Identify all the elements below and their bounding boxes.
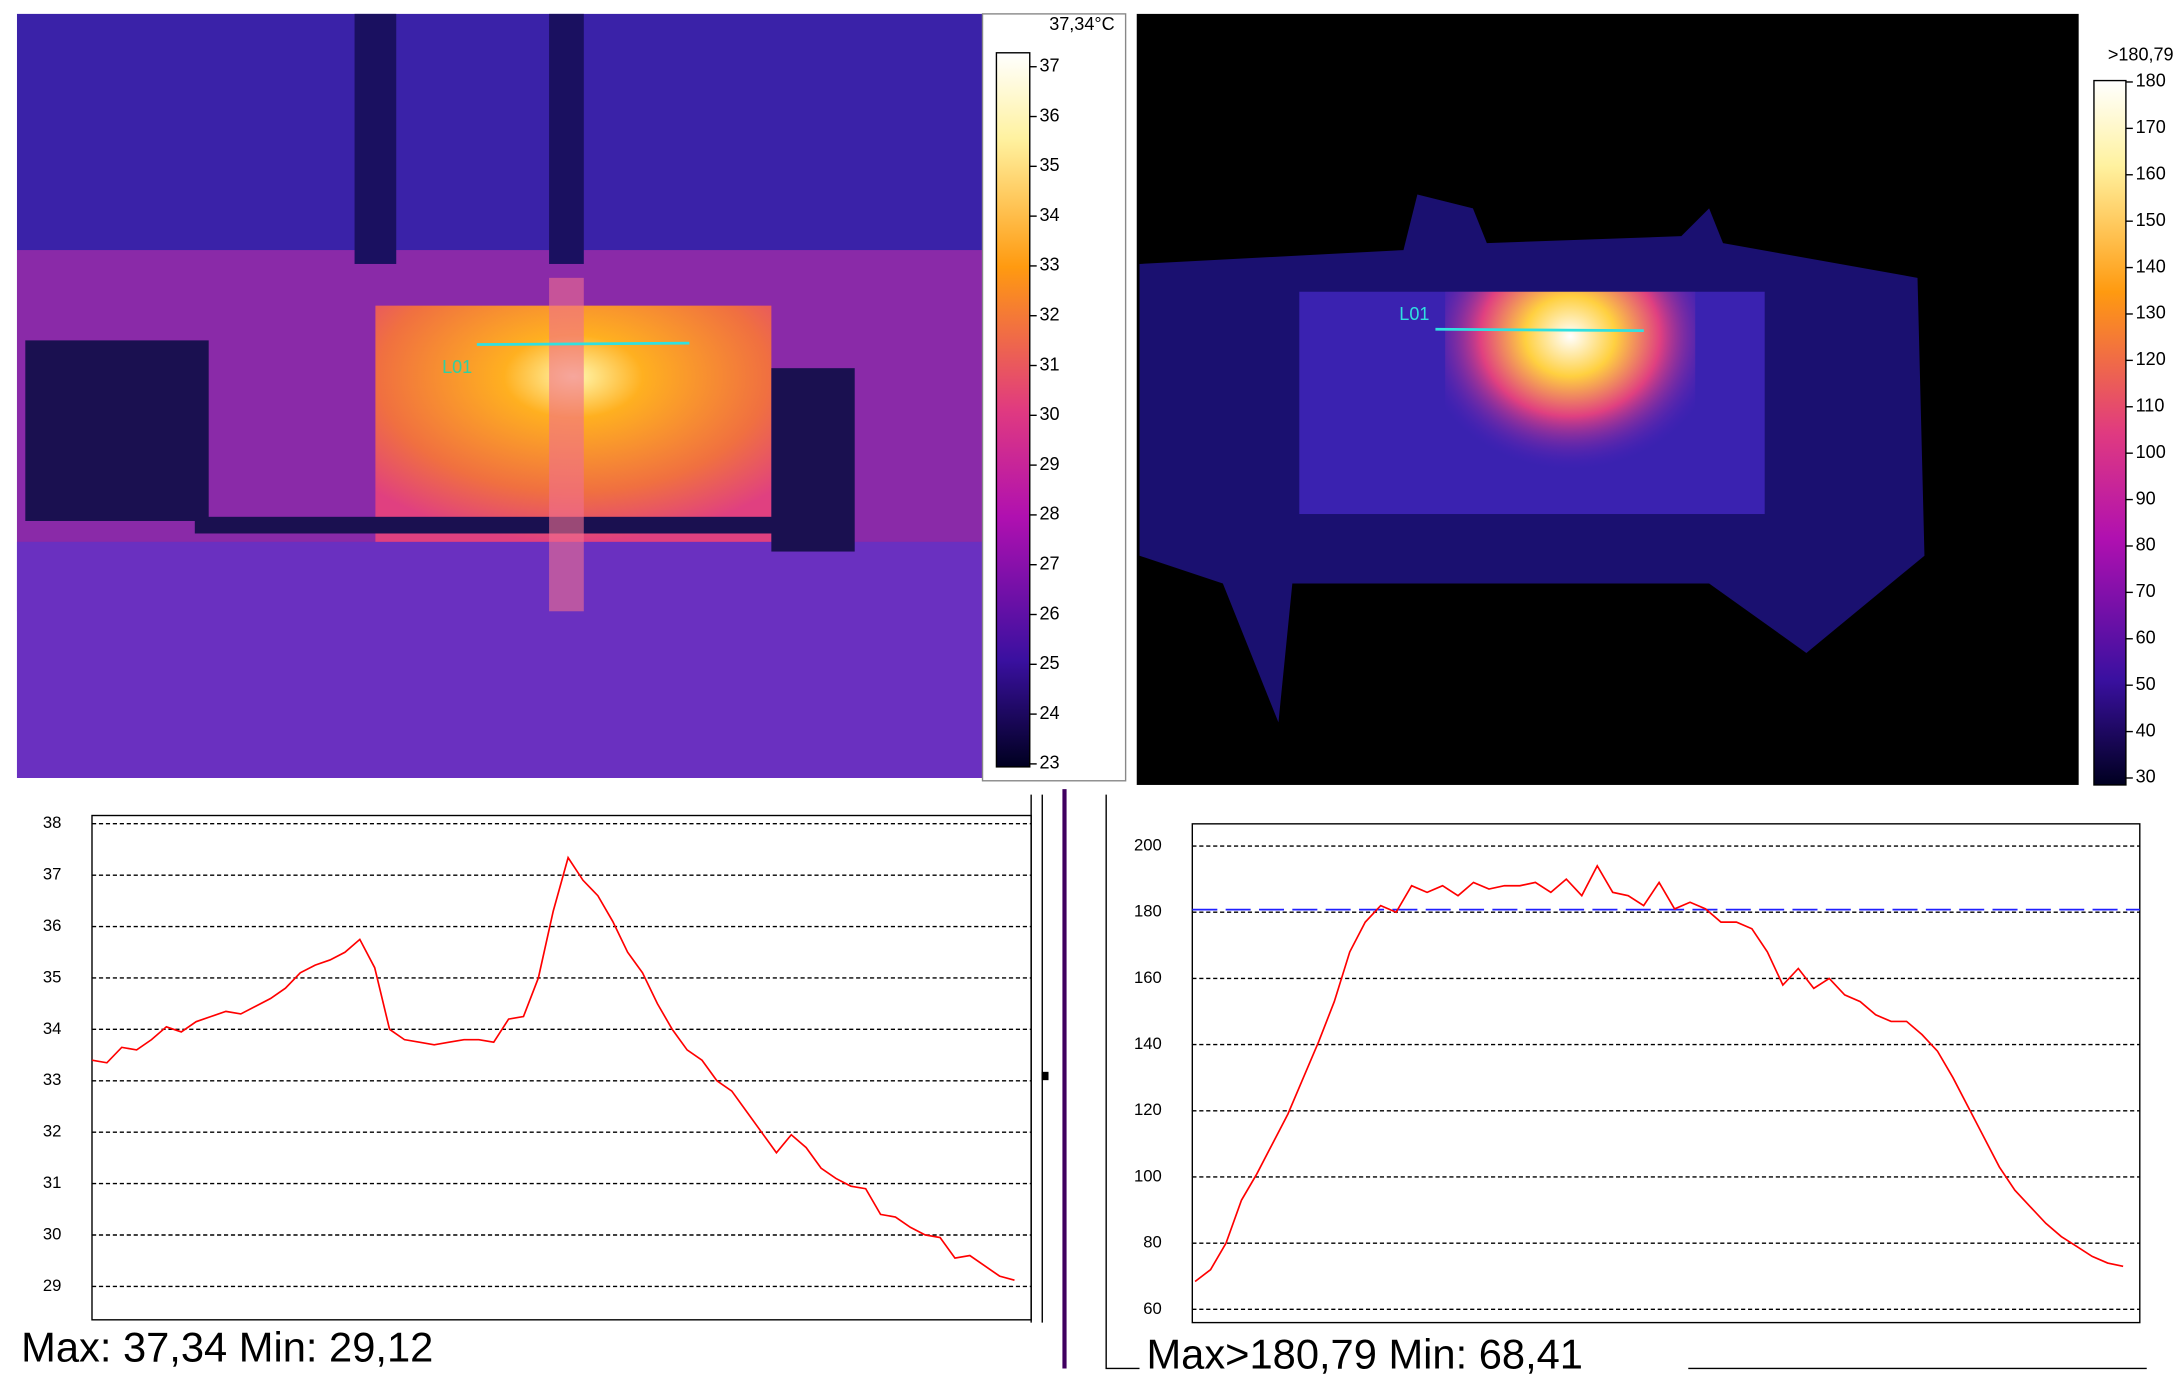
caption: Max: 37,34 Min: 29,12: [21, 1323, 433, 1370]
scale-tick-label: 120: [2136, 349, 2166, 369]
y-tick-label: 29: [43, 1276, 62, 1295]
caption: Max>180,79 Min: 68,41: [1146, 1330, 1583, 1374]
y-tick-label: 120: [1134, 1100, 1162, 1119]
y-tick-label: 100: [1134, 1166, 1162, 1185]
scale-tick-label: 100: [2136, 442, 2166, 462]
data-line: [1195, 866, 2123, 1282]
scale-tick-label: 140: [2136, 256, 2166, 276]
scale-tick-label: 130: [2136, 303, 2166, 323]
marker-label: L01: [1399, 304, 1429, 324]
chart-frames: [1031, 789, 2147, 1368]
thermal-image-left: [17, 14, 1126, 781]
plot-frame: [1192, 824, 2139, 1323]
scale-tick-label: 23: [1039, 753, 1059, 773]
scale-tick-label: 26: [1039, 603, 1059, 623]
scale-tick-label: 50: [2136, 674, 2156, 694]
scale-tick-label: 60: [2136, 628, 2156, 648]
scale-tick-label: 35: [1039, 155, 1059, 175]
scale-tick-label: 27: [1039, 553, 1059, 573]
scale-tick-label: 37: [1039, 56, 1059, 76]
y-tick-label: 180: [1134, 902, 1162, 921]
scale-tick-label: 33: [1039, 255, 1059, 275]
scale-tick-label: 28: [1039, 504, 1059, 524]
y-tick-label: 80: [1143, 1233, 1162, 1252]
scale-tick-label: 40: [2136, 720, 2156, 740]
y-tick-label: 38: [43, 813, 62, 832]
scale-max-label: >180,79: [2108, 44, 2174, 64]
scale-tick-label: 30: [2136, 767, 2156, 787]
y-tick-label: 37: [43, 865, 62, 884]
scale-tick-label: 180: [2136, 71, 2166, 91]
y-tick-label: 200: [1134, 835, 1162, 854]
scale-tick-label: 80: [2136, 535, 2156, 555]
y-tick-label: 32: [43, 1122, 62, 1141]
scale-tick-label: 110: [2136, 396, 2165, 416]
scale-tick-label: 30: [1039, 404, 1059, 424]
scale-max-label: 37,34°C: [1049, 14, 1114, 34]
y-tick-label: 36: [43, 916, 62, 935]
y-tick-label: 34: [43, 1019, 62, 1038]
scale-tick-label: 24: [1039, 703, 1059, 723]
y-tick-label: 160: [1134, 968, 1162, 987]
scale-tick-label: 25: [1039, 653, 1059, 673]
plot-frame: [92, 816, 1031, 1320]
page: 37,34°C L01 23 24 25 26 27 28 29 30 31 32 33 34 35 36 37…: [0, 0, 2179, 1374]
scale-tick-label: 70: [2136, 581, 2156, 601]
y-tick-label: 33: [43, 1070, 62, 1089]
y-tick-label: 60: [1143, 1299, 1162, 1318]
y-tick-label: 35: [43, 967, 62, 986]
scale-tick-label: 34: [1039, 205, 1059, 225]
y-tick-label: 140: [1134, 1034, 1162, 1053]
thermal-image-right: [1137, 14, 2126, 785]
scale-tick-label: 160: [2136, 164, 2166, 184]
data-line: [92, 858, 1014, 1281]
marker-label: L01: [442, 357, 472, 377]
scale-tick-label: 90: [2136, 488, 2156, 508]
scale-tick-label: 31: [1039, 354, 1059, 374]
scale-tick-label: 32: [1039, 304, 1059, 324]
scale-tick-label: 29: [1039, 454, 1059, 474]
screen: 37,34°C L01 23 24 25 26 27 28 29 30 31 32 33 34 35 36 37…: [0, 0, 2179, 1374]
scale-tick-label: 170: [2136, 117, 2166, 137]
scale-tick-label: 36: [1039, 105, 1059, 125]
y-tick-label: 31: [43, 1173, 62, 1192]
scale-tick-label: 150: [2136, 210, 2166, 230]
y-tick-label: 30: [43, 1224, 62, 1243]
